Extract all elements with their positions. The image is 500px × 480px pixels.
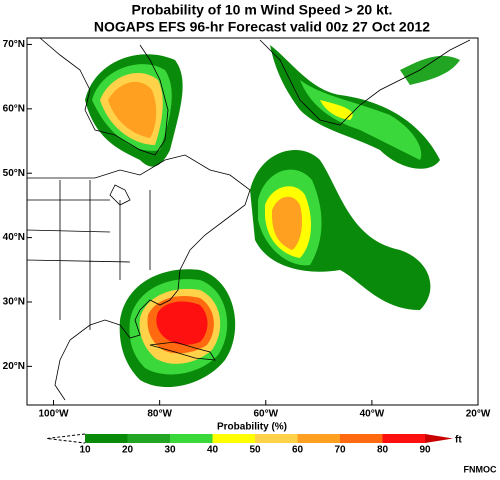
colorbar-tick-label: 60 [292, 445, 304, 456]
lat-tick-label: 70°N [3, 39, 25, 50]
map-area [26, 37, 479, 406]
colorbar-tick-label: 40 [207, 445, 219, 456]
map-frame [26, 37, 479, 406]
lon-tick-label: 40°W [360, 409, 385, 420]
lat-tick-label: 30°N [3, 297, 25, 308]
lat-tick-label: 20°N [3, 361, 25, 372]
colorbar-bin [340, 434, 383, 443]
colorbar-tick-label: 90 [419, 445, 431, 456]
colorbar-tick-label: 50 [249, 445, 261, 456]
colorbar-tick-label: 80 [377, 445, 389, 456]
title: Probability of 10 m Wind Speed > 20 kt. [132, 2, 393, 18]
credit: FNMOC [464, 464, 497, 474]
lat-tick-label: 40°N [3, 232, 25, 243]
wind-probability-fields [85, 45, 460, 388]
colorbar-bin [170, 434, 213, 443]
colorbar-bin [382, 434, 425, 443]
lat-tick-label: 60°N [3, 103, 25, 114]
subtitle: NOGAPS EFS 96-hr Forecast valid 00z 27 O… [94, 19, 430, 35]
colorbar-bin [127, 434, 170, 443]
colorbar-tick-label: 70 [334, 445, 346, 456]
colorbar-tick-label: 20 [122, 445, 134, 456]
colorbar-under [46, 433, 86, 444]
colorbar-tick-label: 10 [79, 445, 91, 456]
lon-tick-label: 60°W [253, 409, 278, 420]
colorbar-over [425, 434, 453, 443]
colorbar-bin [255, 434, 298, 443]
colorbar-bin [85, 434, 128, 443]
lon-tick-label: 20°W [466, 409, 491, 420]
colorbar-bin [297, 434, 340, 443]
coastlines [26, 37, 471, 401]
colorbar-label: Probability (%) [217, 422, 287, 433]
lon-tick-label: 80°W [147, 409, 172, 420]
colorbar-bin [212, 434, 255, 443]
colorbar-unit: ft [455, 435, 462, 446]
lat-tick-label: 50°N [3, 168, 25, 179]
colorbar-tick-label: 30 [164, 445, 176, 456]
lon-tick-label: 100°W [38, 409, 69, 420]
